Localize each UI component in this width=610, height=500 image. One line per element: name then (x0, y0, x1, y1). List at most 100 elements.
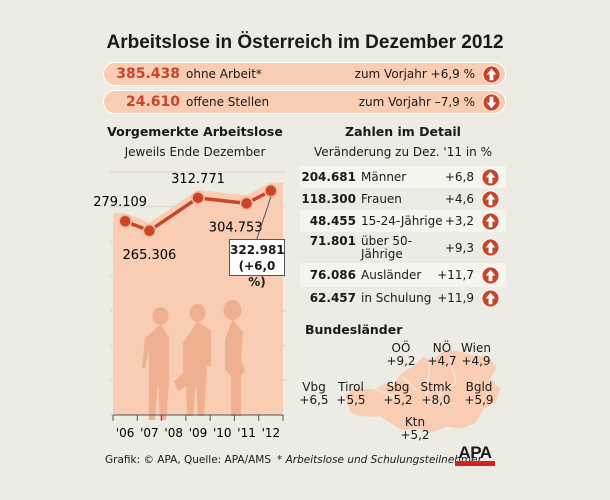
state-bgld: Bgld +5,9 (461, 381, 497, 407)
data-point (191, 191, 205, 205)
callout-leader (256, 196, 272, 240)
arrow-down-icon (482, 93, 501, 112)
state-change: +5,5 (336, 393, 366, 407)
detail-row: 76.086 Ausländer +11,7 (300, 263, 506, 287)
detail-label-text: in Schulung (361, 291, 432, 305)
summary-vacancies: 24.610 offene Stellen zum Vorjahr –7,9 % (103, 90, 506, 114)
detail-change: +6,8 (444, 170, 474, 184)
data-label: 279.109 (93, 195, 147, 210)
data-point (239, 196, 254, 211)
chart-title: Vorgemerkte Arbeitslose (107, 124, 283, 139)
state-name: NÖ (432, 341, 452, 355)
state-name: Stmk (420, 380, 452, 394)
x-tick-label: '10 (213, 426, 232, 440)
state-oö: OÖ +9,2 (383, 342, 419, 368)
detail-label-text-2: Jährige (361, 247, 403, 261)
arrow-up-icon (481, 189, 500, 209)
page-title: Arbeitslose in Österreich im Dezember 20… (106, 32, 504, 53)
x-tick-label: '11 (237, 426, 256, 440)
detail-change: +11,9 (437, 291, 474, 305)
arrow-up-icon (481, 265, 500, 285)
state-tirol: Tirol +5,5 (333, 381, 369, 407)
detail-change: +9,3 (444, 240, 474, 255)
state-name: Ktn (404, 415, 426, 429)
state-wien: Wien +4,9 (458, 342, 494, 368)
detail-label-text: Frauen (361, 192, 402, 206)
data-point (142, 224, 157, 238)
summary-change: zum Vorjahr +6,9 % (354, 67, 475, 81)
detail-label-text: Ausländer (361, 268, 422, 282)
arrow-up-icon (482, 65, 501, 84)
arrow-up-icon (481, 167, 500, 187)
detail-change: +4,6 (444, 192, 474, 206)
state-change: +4,7 (427, 354, 457, 368)
detail-label: Frauen (361, 193, 402, 206)
arrow-up-icon (481, 238, 500, 257)
highlight-callout: 322.981 (+6,0 %) (229, 239, 285, 289)
detail-label-text: 15-24-Jährige (361, 214, 443, 228)
detail-title: Zahlen im Detail (345, 124, 461, 139)
source-credit: Grafik: © APA, Quelle: APA/AMS (105, 454, 272, 466)
x-tick-label: '06 (116, 426, 135, 440)
state-change: +5,9 (464, 393, 494, 407)
detail-number: 62.457 (309, 291, 356, 305)
state-change: +8,0 (421, 393, 451, 407)
callout-value: 322.981 (230, 243, 285, 257)
state-name: Vbg (302, 380, 326, 394)
state-stmk: Stmk +8,0 (418, 381, 454, 407)
states-title: Bundesländer (305, 322, 403, 337)
detail-label: 15-24-Jährige (361, 215, 443, 228)
detail-row: 62.457 in Schulung +11,9 (300, 287, 506, 309)
detail-change: +11,7 (437, 268, 474, 282)
people-silhouette-image (142, 300, 245, 420)
state-name: Tirol (338, 380, 364, 394)
callout-change: (+6,0 %) (238, 259, 276, 289)
summary-number: 24.610 (125, 94, 180, 110)
state-name: OÖ (391, 341, 411, 355)
state-sbg: Sbg +5,2 (380, 381, 416, 407)
x-tick-label: '08 (164, 426, 183, 440)
detail-number: 118.300 (301, 192, 356, 206)
footnote: * Arbeitslose und Schulungsteilnehmer (277, 454, 482, 466)
detail-row: 118.300 Frauen +4,6 (300, 188, 506, 210)
summary-unemployed: 385.438 ohne Arbeit* zum Vorjahr +6,9 % (103, 62, 506, 86)
detail-number: 204.681 (301, 170, 356, 184)
apa-logo: APA (455, 444, 495, 466)
detail-number: 76.086 (309, 268, 356, 282)
arrow-up-icon (481, 211, 500, 231)
x-tick-label: '07 (140, 426, 159, 440)
data-label: 304.753 (209, 220, 263, 235)
state-change: +6,5 (299, 393, 329, 407)
state-change: +5,2 (383, 393, 413, 407)
summary-label: offene Stellen (186, 95, 270, 109)
detail-label: über 50- Jährige (361, 235, 412, 261)
arrow-up-icon (481, 288, 500, 308)
state-vbg: Vbg +6,5 (296, 381, 332, 407)
state-name: Wien (461, 341, 491, 355)
data-label: 265.306 (123, 248, 177, 263)
x-tick-label: '09 (189, 426, 208, 440)
state-nö: NÖ +4,7 (424, 342, 460, 368)
detail-row: 48.455 15-24-Jährige +3,2 (300, 210, 506, 232)
data-label: 312.771 (171, 172, 225, 187)
state-change: +5,2 (400, 428, 430, 442)
detail-row: 204.681 Männer +6,8 (300, 166, 506, 188)
detail-row: 71.801 über 50- Jährige +9,3 (300, 232, 506, 263)
detail-number: 71.801 (309, 234, 356, 248)
summary-number: 385.438 (116, 66, 180, 82)
state-change: +9,2 (386, 354, 416, 368)
detail-label: in Schulung (361, 292, 431, 305)
chart-subtitle: Jeweils Ende Dezember (124, 145, 266, 159)
state-change: +4,9 (461, 354, 491, 368)
summary-label: ohne Arbeit* (186, 67, 262, 81)
state-name: Sbg (386, 380, 410, 394)
detail-label-text: Männer (361, 170, 407, 184)
state-name: Bgld (465, 380, 493, 394)
state-ktn: Ktn +5,2 (397, 416, 433, 442)
detail-subtitle: Veränderung zu Dez. '11 in % (314, 145, 492, 159)
summary-change: zum Vorjahr –7,9 % (358, 95, 475, 109)
detail-change: +3,2 (444, 214, 474, 228)
detail-label: Männer (361, 171, 406, 184)
detail-label-text: über 50- (361, 234, 412, 248)
